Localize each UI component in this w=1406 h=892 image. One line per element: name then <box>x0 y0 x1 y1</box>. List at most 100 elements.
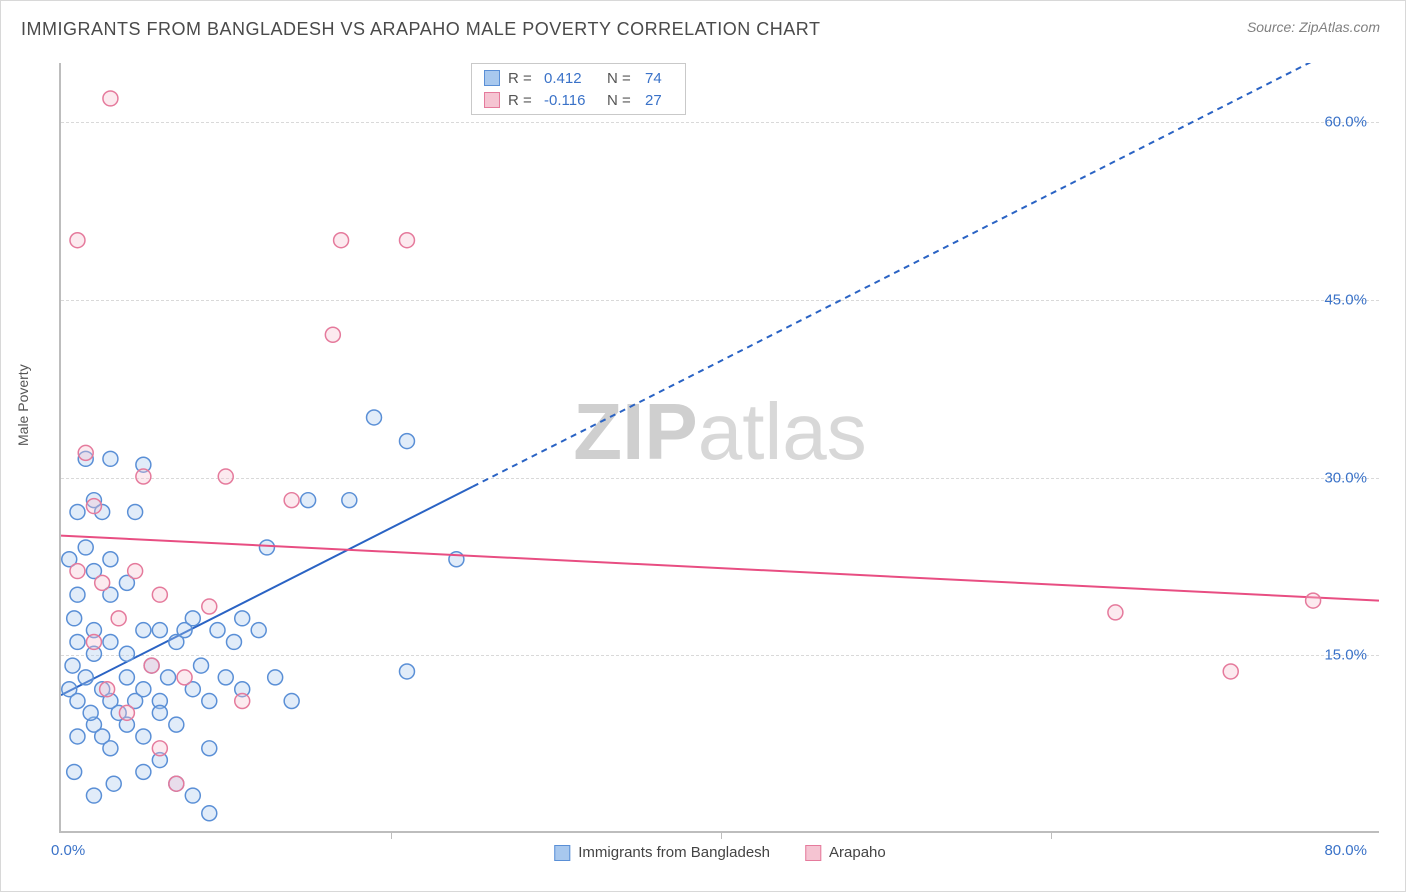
legend-row-series-1: R = 0.412 N = 74 <box>484 67 673 89</box>
data-point <box>259 540 274 555</box>
data-point <box>136 457 151 472</box>
data-point <box>202 694 217 709</box>
data-point <box>136 682 151 697</box>
data-point <box>103 694 118 709</box>
data-point <box>1223 664 1238 679</box>
gridline <box>61 122 1379 123</box>
bottom-legend-item-2: Arapaho <box>805 844 886 861</box>
data-point <box>235 611 250 626</box>
data-point <box>185 788 200 803</box>
data-point <box>67 764 82 779</box>
data-point <box>103 587 118 602</box>
data-point <box>136 469 151 484</box>
gridline <box>61 655 1379 656</box>
data-point <box>1306 593 1321 608</box>
data-point <box>86 499 101 514</box>
data-point <box>78 670 93 685</box>
data-point <box>1108 605 1123 620</box>
data-point <box>103 741 118 756</box>
data-point <box>100 682 115 697</box>
data-point <box>83 705 98 720</box>
data-point <box>62 682 77 697</box>
bottom-legend-item-1: Immigrants from Bangladesh <box>554 844 770 861</box>
data-point <box>95 682 110 697</box>
data-point <box>218 469 233 484</box>
y-tick-label: 15.0% <box>1324 647 1367 664</box>
data-point <box>70 729 85 744</box>
data-point <box>86 564 101 579</box>
data-point <box>86 493 101 508</box>
source-credit: Source: ZipAtlas.com <box>1247 19 1380 35</box>
y-axis-label: Male Poverty <box>15 364 31 446</box>
x-tick-max: 80.0% <box>1324 842 1367 859</box>
data-point <box>136 729 151 744</box>
data-point <box>70 233 85 248</box>
data-point <box>342 493 357 508</box>
data-point <box>169 776 184 791</box>
data-point <box>119 575 134 590</box>
swatch-icon <box>554 845 570 861</box>
data-point <box>128 564 143 579</box>
data-point <box>218 670 233 685</box>
data-point <box>78 540 93 555</box>
data-point <box>449 552 464 567</box>
r-value-series-1: 0.412 <box>544 70 599 87</box>
plot-area: ZIPatlas R = 0.412 N = 74 R = -0.116 N =… <box>59 63 1379 833</box>
correlation-legend: R = 0.412 N = 74 R = -0.116 N = 27 <box>471 63 686 115</box>
data-point <box>268 670 283 685</box>
data-point <box>67 611 82 626</box>
data-point <box>194 658 209 673</box>
data-point <box>152 705 167 720</box>
data-point <box>103 552 118 567</box>
data-point <box>119 646 134 661</box>
x-tick <box>721 831 722 839</box>
data-point <box>78 451 93 466</box>
data-point <box>103 91 118 106</box>
data-point <box>70 634 85 649</box>
watermark: ZIPatlas <box>573 386 866 478</box>
data-point <box>202 806 217 821</box>
swatch-series-1 <box>484 70 500 86</box>
data-point <box>152 623 167 638</box>
trend-line-dashed <box>473 63 1379 487</box>
y-tick-label: 60.0% <box>1324 114 1367 131</box>
bottom-legend-label-2: Arapaho <box>829 844 886 861</box>
data-point <box>284 493 299 508</box>
data-point <box>70 694 85 709</box>
data-point <box>103 451 118 466</box>
data-point <box>177 670 192 685</box>
data-point <box>119 705 134 720</box>
bottom-legend-label-1: Immigrants from Bangladesh <box>578 844 770 861</box>
data-point <box>152 753 167 768</box>
data-point <box>152 694 167 709</box>
data-point <box>111 705 126 720</box>
trend-line-solid <box>61 536 1379 601</box>
x-tick <box>391 831 392 839</box>
data-point <box>62 552 77 567</box>
data-point <box>86 623 101 638</box>
data-point <box>95 505 110 520</box>
data-point <box>301 493 316 508</box>
data-point <box>144 658 159 673</box>
data-point <box>284 694 299 709</box>
data-point <box>152 587 167 602</box>
data-point <box>128 505 143 520</box>
r-label: R = <box>508 92 536 109</box>
swatch-icon <box>805 845 821 861</box>
data-point <box>177 623 192 638</box>
data-point <box>65 658 80 673</box>
data-point <box>235 682 250 697</box>
data-point <box>235 694 250 709</box>
data-point <box>95 575 110 590</box>
data-point <box>78 445 93 460</box>
data-point <box>128 694 143 709</box>
data-point <box>70 564 85 579</box>
r-value-series-2: -0.116 <box>544 92 599 109</box>
data-point <box>70 587 85 602</box>
data-point <box>185 611 200 626</box>
data-point <box>169 776 184 791</box>
scatter-svg <box>61 63 1379 831</box>
trend-line-solid <box>61 487 473 696</box>
data-point <box>136 764 151 779</box>
data-point <box>367 410 382 425</box>
